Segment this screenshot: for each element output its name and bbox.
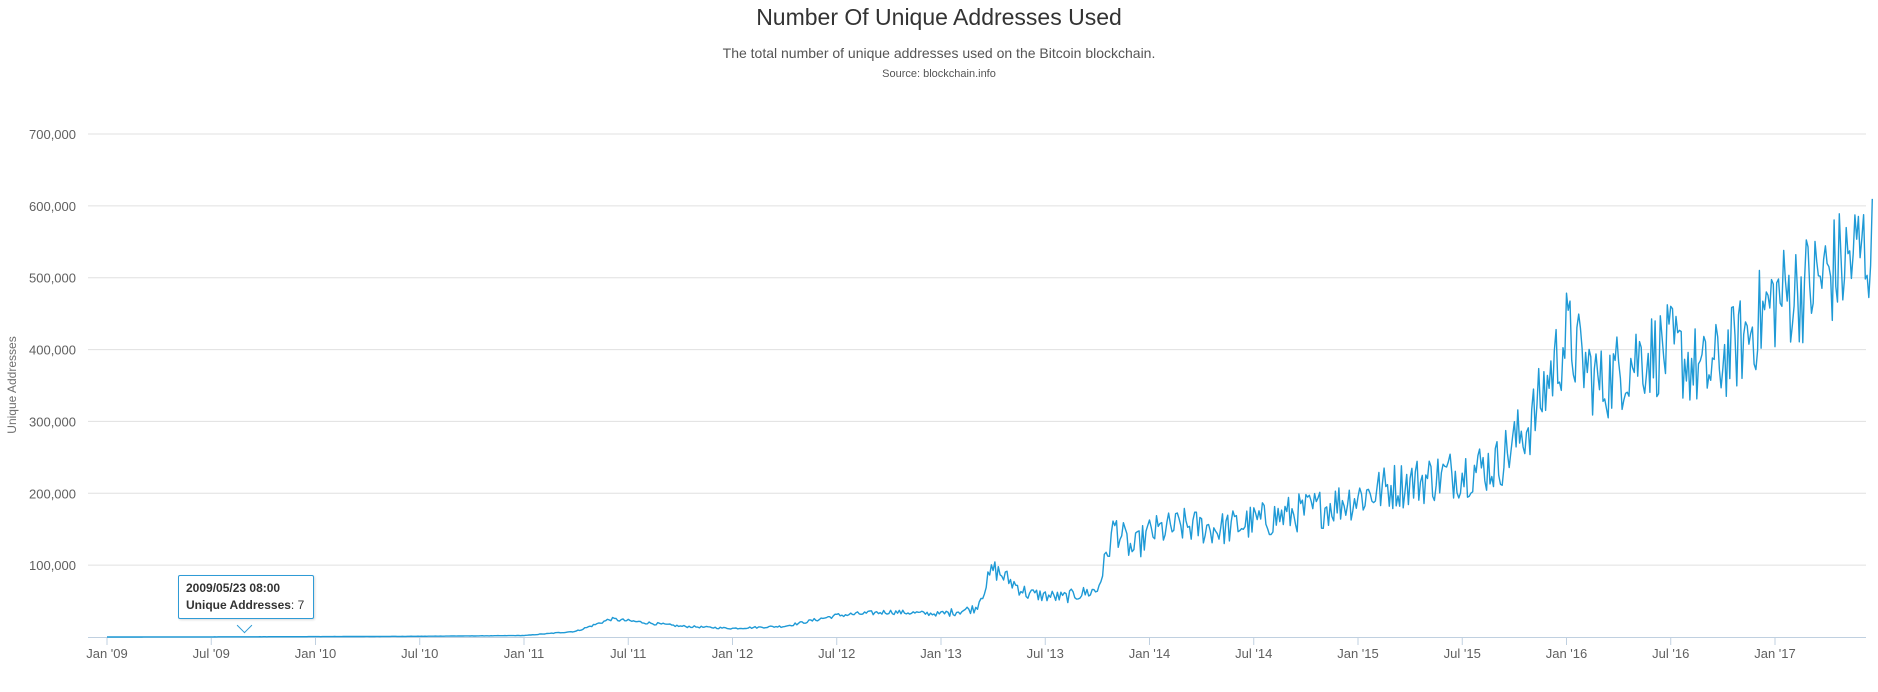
x-tick-label: Jul '12 [818,646,855,661]
x-tick-label: Jan '15 [1337,646,1379,661]
x-tick-label: Jan '16 [1546,646,1588,661]
tooltip-separator: : [290,598,298,612]
grid-lines [88,133,1866,638]
chart-source: Source: blockchain.info [882,68,996,80]
x-axis-ticks: Jan '09 Jul '09 Jan '10 Jul '10 Jan '11 Jul '… [86,637,1796,661]
y-axis-ticks: 100,000 200,000 300,000 400,000 500,000 600,0… [29,127,76,573]
tooltip-value: 7 [297,598,305,612]
x-tick-label: Jan '17 [1754,646,1796,661]
y-axis-label: Unique Addresses [5,336,19,433]
tooltip-label: Unique Addresses [186,598,291,612]
x-tick-label: Jul '09 [193,646,230,661]
x-tick-label: Jan '13 [920,646,962,661]
chart-title: Number Of Unique Addresses Used [756,4,1122,30]
y-tick-label: 300,000 [29,414,76,429]
x-tick-label: Jan '11 [504,646,545,661]
data-tooltip: 2009/05/23 08:00 Unique Addresses: 7 [178,575,315,619]
y-tick-label: 700,000 [29,127,76,142]
x-tick-label: Jan '14 [1129,646,1171,661]
x-tick-label: Jul '10 [401,646,438,661]
y-tick-label: 100,000 [29,558,76,573]
y-tick-label: 400,000 [29,343,76,358]
x-tick-label: Jan '10 [295,646,337,661]
y-tick-label: 200,000 [29,486,76,501]
x-tick-label: Jul '13 [1027,646,1064,661]
series-line-unique-addresses[interactable] [107,198,1873,638]
x-tick-label: Jul '11 [610,646,646,661]
y-tick-label: 600,000 [29,199,76,214]
x-tick-label: Jul '14 [1235,646,1272,661]
y-tick-label: 500,000 [29,271,76,286]
chart-subtitle: The total number of unique addresses use… [722,45,1156,61]
x-tick-label: Jul '16 [1652,646,1689,661]
series-group[interactable] [105,198,1873,639]
x-tick-label: Jan '09 [86,646,128,661]
tooltip-date: 2009/05/23 08:00 [186,581,281,595]
x-tick-label: Jan '12 [712,646,754,661]
x-tick-label: Jul '15 [1444,646,1481,661]
